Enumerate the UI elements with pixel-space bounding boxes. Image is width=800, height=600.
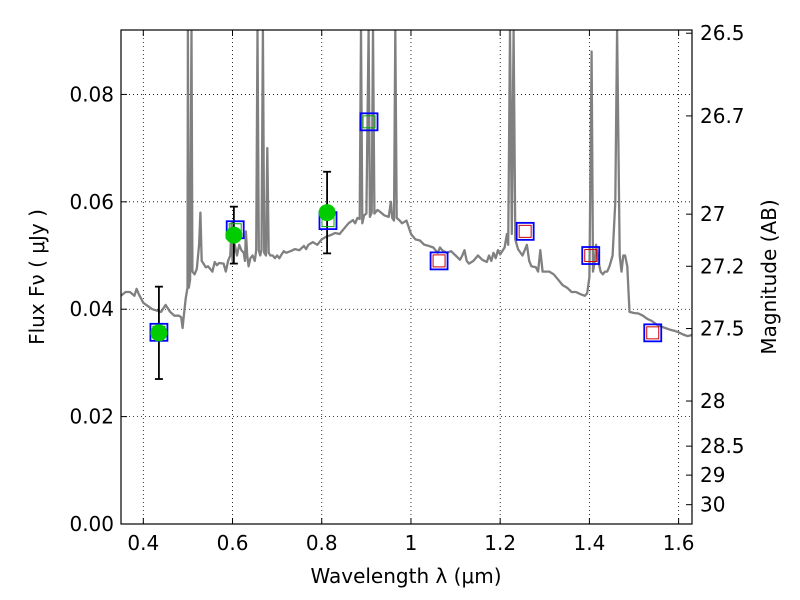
model-photometry-inner (646, 326, 660, 340)
x-tick-label: 0.6 (217, 531, 249, 555)
y-tick-label: 0.06 (69, 190, 114, 214)
photometry-layer (149, 112, 663, 380)
model-photometry-inner (432, 254, 446, 268)
model-photometry-marker (581, 246, 601, 265)
grid (121, 30, 692, 525)
x-tick-label: 0.8 (306, 531, 338, 555)
model-spectrum-layer (121, 30, 692, 338)
x-tick-label: 1 (405, 531, 418, 555)
model-photometry-inner (584, 249, 598, 263)
observed-photometry-point (318, 204, 336, 222)
x-tick-label: 1.4 (573, 531, 605, 555)
x-tick-label: 1.6 (663, 531, 695, 555)
right-tick-label: 30 (700, 493, 725, 517)
y-axis-label-left: Flux Fν ( μJy ) (25, 209, 49, 345)
right-tick-label: 27 (700, 202, 725, 226)
right-tick-label: 28 (700, 389, 725, 413)
model-photometry-inner (518, 224, 532, 238)
model-photometry-marker (429, 251, 449, 271)
observed-photometry-point (225, 226, 243, 244)
model-photometry-marker (359, 112, 379, 132)
plot-frame (120, 29, 693, 525)
y-tick-label: 0.00 (69, 512, 114, 536)
y-tick-label: 0.08 (69, 82, 114, 106)
model-photometry-marker (643, 323, 663, 343)
right-tick-label: 26.5 (700, 21, 745, 45)
y-tick-label: 0.04 (69, 297, 114, 321)
x-axis-label: Wavelength λ (μm) (310, 564, 501, 588)
right-tick-label: 29 (700, 463, 725, 487)
x-tick-label: 0.4 (127, 531, 159, 555)
right-tick-label: 28.5 (700, 434, 745, 458)
x-tick-label: 1.2 (484, 531, 516, 555)
spectrum-line (121, 30, 692, 338)
y-axis-right: 26.5 26.7 27 27.2 27.5 28 28.5 29 30 (686, 21, 745, 517)
x-axis: 0.4 0.6 0.8 1 1.2 1.4 1.6 (127, 30, 695, 555)
model-photometry-marker (515, 221, 535, 241)
y-axis-label-right: Magnitude (AB) (757, 199, 781, 354)
right-tick-label: 27.5 (700, 317, 745, 341)
right-tick-label: 26.7 (700, 104, 745, 128)
model-photometry-inner (362, 115, 376, 129)
right-tick-label: 27.2 (700, 254, 745, 278)
y-axis-left: 0.00 0.02 0.04 0.06 0.08 (69, 82, 127, 536)
y-tick-label: 0.02 (69, 405, 114, 429)
observed-photometry-point (150, 324, 168, 342)
